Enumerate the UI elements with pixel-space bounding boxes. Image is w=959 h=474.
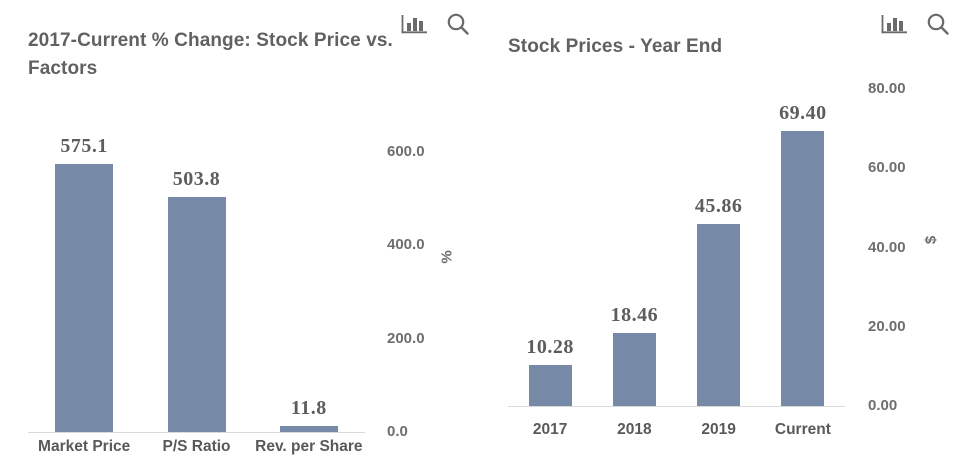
bar-value-label: 503.8 <box>172 167 221 190</box>
y-tick-label: 200.0 <box>387 329 425 347</box>
zoom-button[interactable] <box>442 11 474 37</box>
bar-chart-icon <box>881 15 907 34</box>
y-tick-label: 0.0 <box>387 423 408 440</box>
bar-value-label: 18.46 <box>610 303 659 326</box>
bar-2019[interactable] <box>697 224 741 406</box>
bar-market-price[interactable] <box>55 163 114 432</box>
plot-area: 80.00 60.00 40.00 20.00 0.00 10.28 2017 18.46 20… <box>480 0 959 474</box>
x-axis-line <box>508 406 845 407</box>
y-tick-label: 60.00 <box>868 159 906 177</box>
chart-panel-pct-change: 2017-Current % Change: Stock Price vs. F… <box>28 11 474 455</box>
bar-value-label: 10.28 <box>526 336 574 359</box>
bar-value-label: 11.8 <box>290 397 327 420</box>
bar-2017[interactable] <box>528 365 572 406</box>
y-tick-label: 400.0 <box>387 236 425 254</box>
x-category-label-rev-per-share: Rev. per Share <box>255 438 363 455</box>
bar-chart-icon <box>401 15 427 34</box>
bar-rev-per-share[interactable] <box>279 426 338 432</box>
chart-type-button[interactable] <box>878 11 910 37</box>
bar-value-label: 45.86 <box>694 195 743 218</box>
magnifier-icon <box>447 13 469 35</box>
x-category-label-market-price: Market Price <box>38 438 131 455</box>
y-tick-label: 600.0 <box>387 143 425 160</box>
chart-title: Stock Prices - Year End <box>508 36 723 57</box>
y-tick-label: 40.00 <box>868 238 906 256</box>
x-category-label-current: Current <box>774 421 831 438</box>
x-category-label-2018: 2018 <box>617 421 652 438</box>
bar-current[interactable] <box>781 131 825 406</box>
y-axis-unit-label: $ <box>922 235 940 245</box>
bar-p-s-ratio[interactable] <box>167 196 226 432</box>
bar-value-label: 69.40 <box>779 102 827 124</box>
x-category-label-p-s-ratio: P/S Ratio <box>162 438 231 455</box>
y-tick-label: 0.00 <box>868 397 898 414</box>
bar-2018[interactable] <box>612 332 656 406</box>
x-category-label-2019: 2019 <box>701 421 736 438</box>
y-tick-label: 80.00 <box>868 80 906 97</box>
x-category-label-2017: 2017 <box>532 421 568 438</box>
bar-value-label: 575.1 <box>60 134 108 157</box>
chart-title: 2017-Current % Change: Stock Price vs. F… <box>28 30 393 79</box>
plot-area: 600.0 400.0 200.0 0.0 575.1 Market Price 503.8… <box>28 134 425 455</box>
chart-type-button[interactable] <box>398 11 430 37</box>
magnifier-icon <box>927 13 949 35</box>
zoom-button[interactable] <box>922 11 954 37</box>
chart-panel-stock-prices: Stock Prices - Year End 80.00 60.00 40.00 2… <box>480 0 959 474</box>
y-axis-unit-label: % <box>438 250 456 264</box>
x-axis-line <box>28 432 365 433</box>
y-tick-label: 20.00 <box>868 317 906 335</box>
